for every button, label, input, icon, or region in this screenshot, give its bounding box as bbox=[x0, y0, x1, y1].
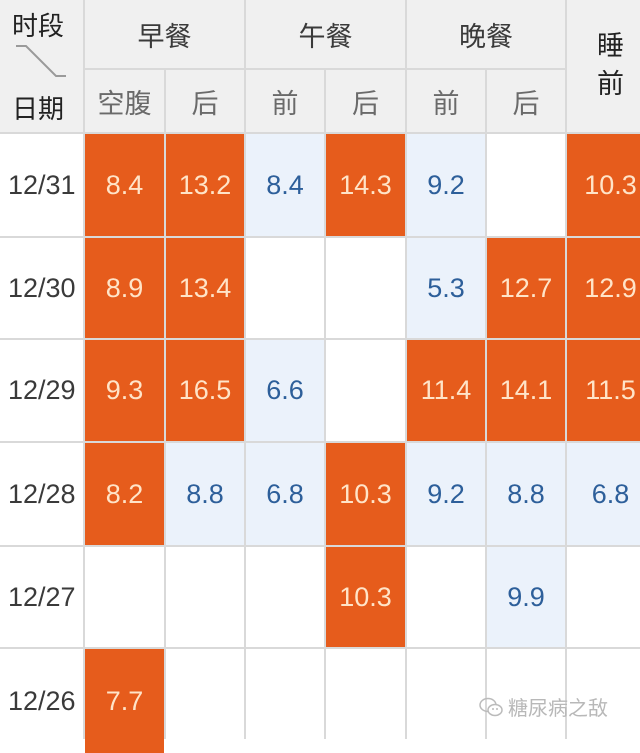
diagonal-divider-icon bbox=[16, 45, 66, 77]
glucose-cell: 5.3 bbox=[407, 238, 485, 338]
row-date: 12/27 bbox=[0, 547, 83, 647]
glucose-cell: 12.7 bbox=[487, 238, 565, 338]
glucose-cell bbox=[246, 547, 324, 647]
glucose-cell: 8.4 bbox=[246, 134, 324, 236]
row-date: 12/31 bbox=[0, 134, 83, 236]
corner-header: 时段 日期 bbox=[0, 0, 83, 132]
glucose-cell: 7.7 bbox=[85, 649, 164, 753]
bedtime-char-1: 睡 bbox=[597, 31, 624, 62]
glucose-cell bbox=[85, 547, 164, 647]
glucose-cell: 10.3 bbox=[326, 443, 405, 545]
glucose-cell: 10.3 bbox=[567, 134, 640, 236]
glucose-cell bbox=[166, 547, 244, 647]
glucose-cell: 8.2 bbox=[85, 443, 164, 545]
wechat-icon bbox=[479, 697, 503, 716]
glucose-cell: 12.9 bbox=[567, 238, 640, 338]
glucose-cell bbox=[246, 649, 324, 753]
glucose-cell: 8.8 bbox=[166, 443, 244, 545]
glucose-cell: 9.2 bbox=[407, 443, 485, 545]
glucose-cell bbox=[246, 238, 324, 338]
group-bedtime: 睡 前 bbox=[567, 0, 640, 132]
glucose-cell bbox=[487, 134, 565, 236]
group-breakfast: 早餐 bbox=[85, 0, 244, 68]
glucose-cell: 14.1 bbox=[487, 340, 565, 441]
row-date: 12/30 bbox=[0, 238, 83, 338]
glucose-cell: 9.2 bbox=[407, 134, 485, 236]
watermark-text: 糖尿病之敌 bbox=[508, 696, 608, 720]
glucose-cell bbox=[567, 649, 640, 753]
sub-lunch-before: 前 bbox=[246, 70, 324, 132]
sub-dinner-after: 后 bbox=[487, 70, 565, 132]
glucose-cell: 8.4 bbox=[85, 134, 164, 236]
glucose-cell: 8.9 bbox=[85, 238, 164, 338]
glucose-cell bbox=[166, 649, 244, 753]
glucose-cell bbox=[326, 649, 405, 753]
glucose-cell: 9.9 bbox=[487, 547, 565, 647]
glucose-cell: 11.4 bbox=[407, 340, 485, 441]
glucose-cell: 14.3 bbox=[326, 134, 405, 236]
row-date: 12/26 bbox=[0, 649, 83, 753]
glucose-cell bbox=[487, 649, 565, 753]
sub-breakfast-fasting: 空腹 bbox=[85, 70, 164, 132]
glucose-cell bbox=[326, 340, 405, 441]
glucose-cell: 16.5 bbox=[166, 340, 244, 441]
sub-dinner-before: 前 bbox=[407, 70, 485, 132]
group-dinner: 晚餐 bbox=[407, 0, 565, 68]
glucose-cell bbox=[407, 547, 485, 647]
sub-lunch-after: 后 bbox=[326, 70, 405, 132]
glucose-cell: 11.5 bbox=[567, 340, 640, 441]
glucose-cell: 8.8 bbox=[487, 443, 565, 545]
glucose-cell: 9.3 bbox=[85, 340, 164, 441]
glucose-cell: 6.6 bbox=[246, 340, 324, 441]
watermark: 糖尿病之敌 bbox=[478, 692, 608, 721]
glucose-cell: 13.2 bbox=[166, 134, 244, 236]
row-date: 12/29 bbox=[0, 340, 83, 441]
glucose-cell: 10.3 bbox=[326, 547, 405, 647]
glucose-cell bbox=[407, 649, 485, 753]
period-label: 时段 bbox=[12, 12, 65, 42]
row-date: 12/28 bbox=[0, 443, 83, 545]
glucose-cell: 6.8 bbox=[567, 443, 640, 545]
date-label: 日期 bbox=[12, 95, 65, 125]
glucose-cell: 6.8 bbox=[246, 443, 324, 545]
group-lunch: 午餐 bbox=[246, 0, 405, 68]
glucose-cell: 13.4 bbox=[166, 238, 244, 338]
sub-breakfast-after: 后 bbox=[166, 70, 244, 132]
glucose-cell bbox=[567, 547, 640, 647]
bedtime-char-2: 前 bbox=[597, 69, 624, 100]
glucose-cell bbox=[326, 238, 405, 338]
